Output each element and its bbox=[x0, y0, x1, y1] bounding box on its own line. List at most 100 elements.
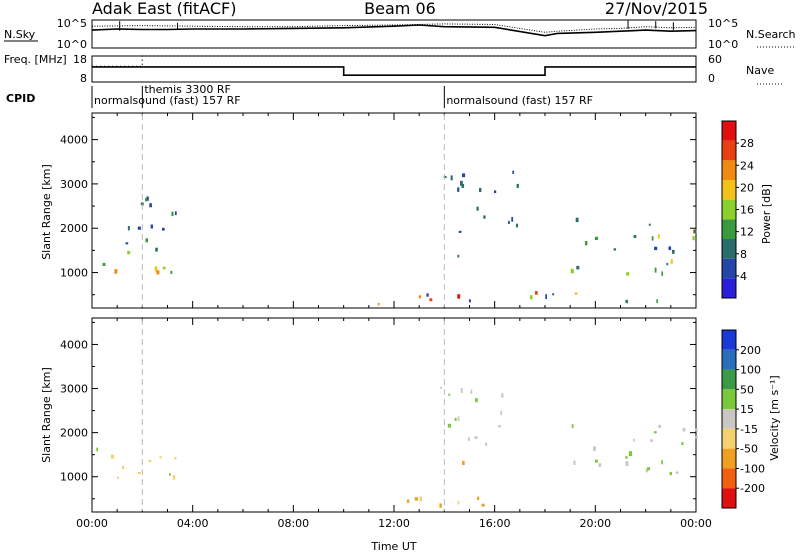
velocity-xtick-label-7: 00:00 bbox=[680, 517, 712, 530]
velocity-cell-12 bbox=[406, 499, 410, 503]
power-cell-43 bbox=[508, 220, 510, 224]
power-cell-21 bbox=[545, 294, 547, 299]
power-cell-34 bbox=[494, 190, 497, 194]
cpid-segment-label-1: normalsound (fast) 157 RF bbox=[94, 94, 241, 107]
freq-left-label: Freq. [MHz] bbox=[4, 53, 67, 66]
velocity-cell-23 bbox=[475, 398, 478, 403]
velocity-cell-27 bbox=[440, 386, 442, 389]
power-cell-53 bbox=[666, 262, 669, 266]
power-colorbar-label: Power [dB] bbox=[760, 184, 773, 244]
power-cell-51 bbox=[670, 259, 673, 264]
cpid-segment-label-3: normalsound (fast) 157 RF bbox=[446, 94, 593, 107]
freq-right-tick-bottom: 0 bbox=[708, 72, 715, 85]
velocity-cell-4 bbox=[172, 475, 176, 480]
cpid-label: CPID bbox=[6, 92, 35, 105]
noise-series-1 bbox=[91, 24, 697, 37]
velocity-colorbar-swatch-6 bbox=[722, 428, 736, 449]
beam-title: Beam 06 bbox=[364, 0, 436, 18]
velocity-cell-11 bbox=[481, 503, 485, 507]
velocity-cell-22 bbox=[454, 417, 457, 421]
power-colorbar-label-2: 8 bbox=[740, 248, 747, 261]
noise-right-tick-bottom: 10^0 bbox=[708, 38, 738, 51]
power-cell-62 bbox=[633, 235, 637, 238]
power-cell-63 bbox=[576, 265, 580, 270]
velocity-cell-44 bbox=[625, 456, 628, 459]
power-cell-42 bbox=[462, 173, 466, 178]
velocity-cell-13 bbox=[457, 500, 460, 505]
velocity-cell-35 bbox=[573, 460, 576, 465]
power-cell-26 bbox=[529, 295, 533, 300]
power-cell-31 bbox=[625, 299, 628, 304]
power-cell-36 bbox=[516, 223, 518, 228]
velocity-cell-46 bbox=[633, 438, 635, 442]
velocity-cell-32 bbox=[470, 389, 473, 394]
power-cell-25 bbox=[552, 293, 555, 296]
power-colorbar-swatch-7 bbox=[722, 160, 736, 180]
velocity-ytick-label-4: 4000 bbox=[60, 338, 88, 351]
power-cell-69 bbox=[626, 272, 630, 276]
power-cell-27 bbox=[574, 292, 578, 295]
power-cell-70 bbox=[693, 230, 697, 234]
power-cell-11 bbox=[162, 227, 165, 231]
power-cell-61 bbox=[692, 236, 695, 241]
velocity-cell-41 bbox=[695, 436, 698, 439]
noise-left-label: N.Sky bbox=[4, 28, 36, 41]
freq-series-1 bbox=[92, 66, 696, 76]
power-cell-30 bbox=[535, 291, 538, 295]
velocity-cell-20 bbox=[448, 393, 451, 396]
freq-frame bbox=[91, 55, 697, 83]
power-cell-3 bbox=[162, 266, 166, 270]
velocity-colorbar-label-1: 200 bbox=[740, 344, 761, 357]
power-cell-7 bbox=[170, 270, 173, 274]
velocity-cell-8 bbox=[121, 466, 125, 470]
velocity-cell-14 bbox=[477, 496, 480, 500]
power-cell-17 bbox=[145, 197, 147, 202]
power-cell-14 bbox=[127, 226, 130, 231]
noise-frame bbox=[91, 19, 697, 49]
velocity-cell-25 bbox=[457, 416, 460, 421]
power-cell-50 bbox=[457, 254, 460, 258]
velocity-colorbar-swatch-7 bbox=[722, 448, 736, 469]
velocity-ytick-label-1: 1000 bbox=[60, 471, 88, 484]
velocity-cell-1 bbox=[174, 456, 177, 460]
velocity-colorbar-frame bbox=[721, 329, 737, 509]
power-cell-28 bbox=[418, 295, 421, 299]
nave-label: Nave bbox=[746, 64, 774, 77]
power-colorbar-label-6: 24 bbox=[740, 159, 754, 172]
velocity-cell-29 bbox=[500, 410, 502, 416]
velocity-cell-2 bbox=[148, 460, 152, 463]
velocity-cell-43 bbox=[598, 463, 602, 467]
power-cell-40 bbox=[476, 206, 479, 211]
velocity-cell-31 bbox=[447, 423, 451, 428]
power-cell-33 bbox=[377, 302, 380, 306]
velocity-colorbar-swatch-1 bbox=[722, 330, 736, 350]
velocity-cell-52 bbox=[658, 424, 661, 428]
velocity-cell-28 bbox=[467, 437, 470, 441]
power-cell-2 bbox=[156, 270, 160, 275]
noise-left-tick-top: 10^5 bbox=[57, 17, 87, 30]
power-ytick-label-2: 2000 bbox=[60, 222, 88, 235]
power-cell-47 bbox=[461, 184, 465, 188]
power-colorbar-swatch-4 bbox=[722, 219, 736, 239]
velocity-xtick-label-5: 16:00 bbox=[479, 517, 511, 530]
velocity-cell-40 bbox=[653, 431, 657, 434]
velocity-cell-49 bbox=[571, 424, 574, 429]
velocity-cell-47 bbox=[694, 428, 698, 431]
power-cell-1 bbox=[154, 266, 158, 272]
freq-right-tick-top: 60 bbox=[708, 53, 722, 66]
power-cell-57 bbox=[672, 249, 675, 254]
velocity-cell-5 bbox=[159, 456, 162, 459]
velocity-colorbar-swatch-3 bbox=[722, 369, 736, 390]
velocity-cell-17 bbox=[419, 496, 422, 502]
power-ylabel: Slant Range [km] bbox=[40, 164, 53, 260]
power-colorbar-label-3: 12 bbox=[740, 226, 754, 239]
velocity-cell-37 bbox=[675, 471, 679, 474]
velocity-cell-18 bbox=[462, 460, 465, 465]
power-cell-24 bbox=[457, 294, 461, 299]
velocity-xtick-label-3: 08:00 bbox=[277, 517, 309, 530]
freq-panel: Freq. [MHz] 18 8 60 0 Nave bbox=[4, 53, 783, 85]
power-cell-52 bbox=[657, 234, 660, 239]
velocity-cell-36 bbox=[593, 446, 596, 451]
